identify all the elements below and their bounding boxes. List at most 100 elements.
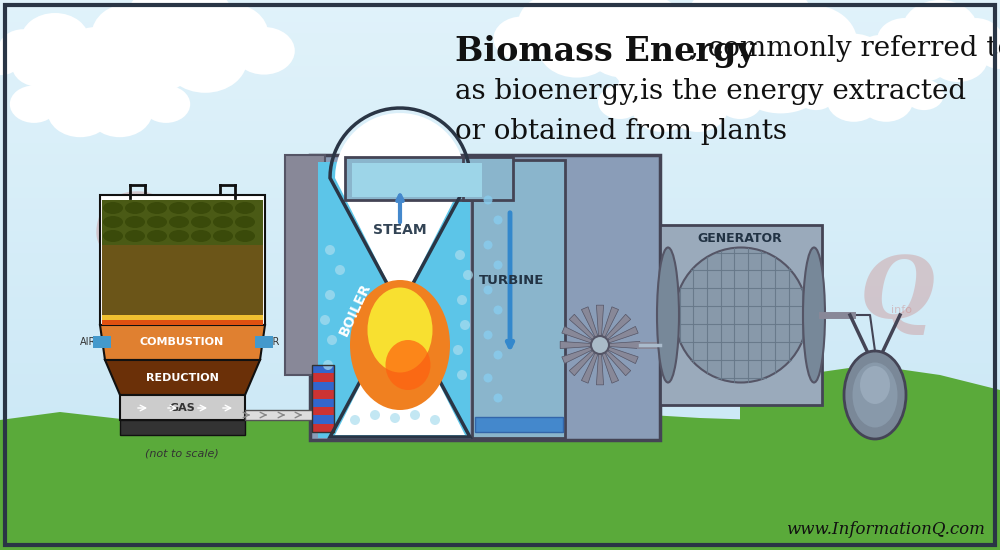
Bar xyxy=(0,462,1000,473)
Ellipse shape xyxy=(169,202,189,214)
Bar xyxy=(312,415,334,424)
Ellipse shape xyxy=(617,68,673,112)
Bar xyxy=(312,390,334,399)
Circle shape xyxy=(484,195,492,205)
Bar xyxy=(0,341,1000,352)
Ellipse shape xyxy=(928,34,988,82)
Text: REDUCTION: REDUCTION xyxy=(146,373,218,383)
Bar xyxy=(0,0,1000,11)
Bar xyxy=(475,417,563,432)
Ellipse shape xyxy=(813,64,864,104)
Ellipse shape xyxy=(113,26,197,93)
Bar xyxy=(102,320,263,325)
Ellipse shape xyxy=(518,0,591,52)
Bar xyxy=(255,336,273,348)
Ellipse shape xyxy=(0,45,21,75)
Polygon shape xyxy=(596,353,604,385)
Ellipse shape xyxy=(668,32,770,113)
Circle shape xyxy=(410,410,420,420)
Bar xyxy=(0,440,1000,451)
Ellipse shape xyxy=(598,85,642,119)
Polygon shape xyxy=(569,350,595,376)
Ellipse shape xyxy=(538,15,616,78)
Circle shape xyxy=(494,350,503,360)
Ellipse shape xyxy=(235,202,255,214)
Text: info: info xyxy=(123,242,144,252)
Bar xyxy=(0,484,1000,495)
Bar xyxy=(312,373,334,382)
Bar xyxy=(0,231,1000,242)
Ellipse shape xyxy=(649,16,707,60)
Ellipse shape xyxy=(92,3,170,65)
Ellipse shape xyxy=(125,216,145,228)
Bar xyxy=(312,407,334,415)
Bar xyxy=(0,77,1000,88)
Bar xyxy=(0,539,1000,550)
Ellipse shape xyxy=(368,288,432,372)
Bar xyxy=(0,242,1000,253)
Bar xyxy=(102,200,263,315)
Bar xyxy=(0,308,1000,319)
Bar xyxy=(312,365,334,373)
Polygon shape xyxy=(105,360,260,395)
Circle shape xyxy=(453,345,463,355)
Ellipse shape xyxy=(127,0,233,62)
Ellipse shape xyxy=(190,3,268,65)
Ellipse shape xyxy=(803,248,825,382)
Circle shape xyxy=(463,270,473,280)
Ellipse shape xyxy=(147,216,167,228)
Ellipse shape xyxy=(191,202,211,214)
Ellipse shape xyxy=(642,50,718,110)
Polygon shape xyxy=(596,305,604,337)
Ellipse shape xyxy=(163,26,247,93)
Ellipse shape xyxy=(58,47,142,113)
Bar xyxy=(0,517,1000,528)
Ellipse shape xyxy=(65,27,127,75)
Text: Q: Q xyxy=(860,252,935,336)
Bar xyxy=(0,528,1000,539)
Bar xyxy=(100,195,265,325)
Text: AIR: AIR xyxy=(264,337,280,347)
Bar xyxy=(0,275,1000,286)
Bar xyxy=(285,155,325,375)
Ellipse shape xyxy=(584,15,662,78)
Circle shape xyxy=(484,331,492,339)
Bar xyxy=(0,143,1000,154)
Circle shape xyxy=(430,415,440,425)
Ellipse shape xyxy=(657,248,679,382)
Ellipse shape xyxy=(125,202,145,214)
Bar xyxy=(120,420,245,435)
Bar xyxy=(345,157,490,200)
Ellipse shape xyxy=(609,0,682,52)
Ellipse shape xyxy=(858,35,902,69)
Circle shape xyxy=(494,216,503,224)
Ellipse shape xyxy=(108,67,169,115)
Ellipse shape xyxy=(44,43,98,87)
Text: , commonly referred to: , commonly referred to xyxy=(690,35,1000,62)
Bar xyxy=(0,374,1000,385)
Ellipse shape xyxy=(827,79,881,122)
Polygon shape xyxy=(740,365,1000,550)
Ellipse shape xyxy=(103,230,123,242)
Bar xyxy=(93,336,111,348)
Ellipse shape xyxy=(87,84,153,137)
Bar xyxy=(0,407,1000,418)
Bar xyxy=(318,162,470,438)
Bar xyxy=(0,44,1000,55)
Ellipse shape xyxy=(718,85,762,119)
Bar xyxy=(0,330,1000,341)
Circle shape xyxy=(335,265,345,275)
Circle shape xyxy=(457,295,467,305)
Bar xyxy=(0,132,1000,143)
Bar xyxy=(0,418,1000,429)
Circle shape xyxy=(484,240,492,250)
Bar xyxy=(102,315,263,320)
Polygon shape xyxy=(100,325,265,360)
Circle shape xyxy=(591,336,609,354)
Circle shape xyxy=(325,290,335,300)
Bar xyxy=(0,187,1000,198)
Ellipse shape xyxy=(904,80,944,110)
Ellipse shape xyxy=(125,230,145,242)
Bar xyxy=(0,176,1000,187)
Bar xyxy=(0,220,1000,231)
